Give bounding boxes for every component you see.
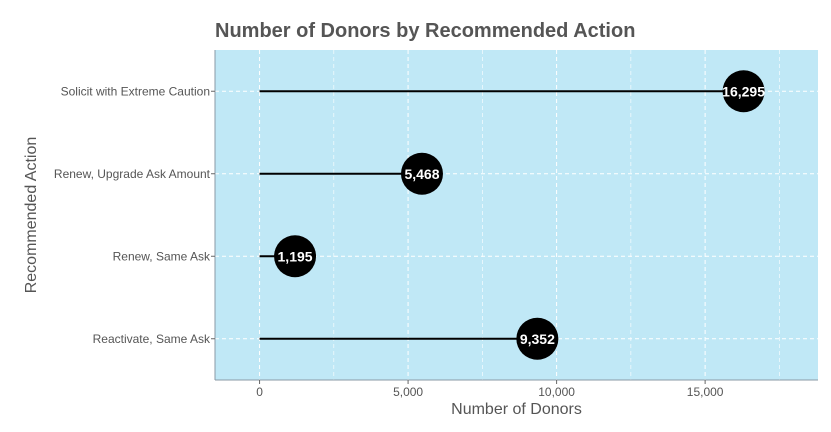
plot-panel bbox=[215, 50, 818, 380]
lollipop-marker bbox=[516, 317, 559, 360]
y-tick-label: Renew, Same Ask bbox=[113, 249, 211, 263]
lollipop-marker bbox=[274, 235, 317, 278]
chart-title: Number of Donors by Recommended Action bbox=[215, 20, 636, 42]
data-label: 9,352 bbox=[520, 331, 555, 347]
y-axis-title: Recommended Action bbox=[23, 137, 40, 294]
y-tick-label: Renew, Upgrade Ask Amount bbox=[54, 167, 211, 181]
x-tick-label: 15,000 bbox=[687, 385, 724, 399]
x-tick-label: 0 bbox=[256, 385, 263, 399]
y-tick-label: Solicit with Extreme Caution bbox=[61, 84, 210, 98]
x-tick-label: 10,000 bbox=[538, 385, 575, 399]
x-axis-title: Number of Donors bbox=[451, 401, 582, 418]
x-tick-label: 5,000 bbox=[393, 385, 423, 399]
data-label: 16,295 bbox=[722, 83, 765, 99]
lollipop-marker bbox=[400, 152, 443, 195]
lollipop-marker bbox=[722, 70, 765, 113]
data-label: 5,468 bbox=[404, 166, 439, 182]
data-label: 1,195 bbox=[278, 248, 313, 264]
y-tick-label: Reactivate, Same Ask bbox=[93, 332, 211, 346]
